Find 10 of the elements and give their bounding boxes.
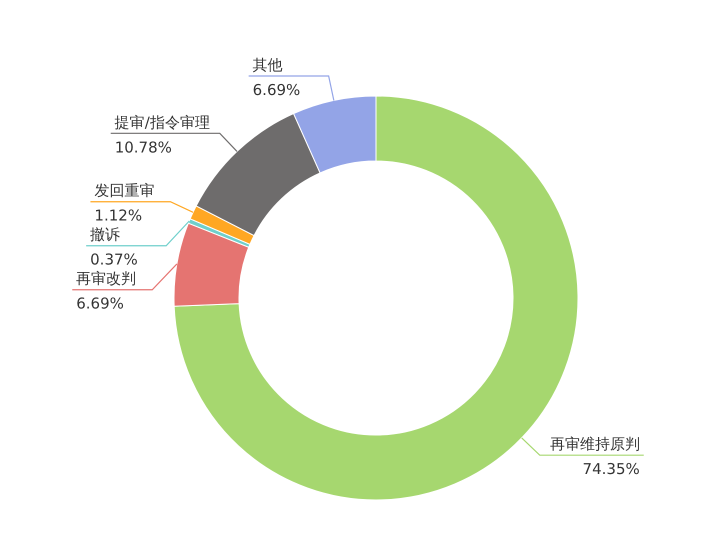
slice-label: 再审维持原判 xyxy=(550,435,640,454)
data-label: 6.69% xyxy=(76,294,124,313)
slice-label: 提审/指令审理 xyxy=(114,113,210,132)
slice-label: 其他 xyxy=(252,56,283,74)
data-label: 10.78% xyxy=(114,138,172,156)
slice-label: 再审改判 xyxy=(76,270,136,288)
data-label: 6.69% xyxy=(252,80,300,99)
slice-label: 发回重审 xyxy=(94,182,154,200)
slice-label: 撤诉 xyxy=(90,226,120,244)
data-label: 74.35% xyxy=(582,460,640,478)
